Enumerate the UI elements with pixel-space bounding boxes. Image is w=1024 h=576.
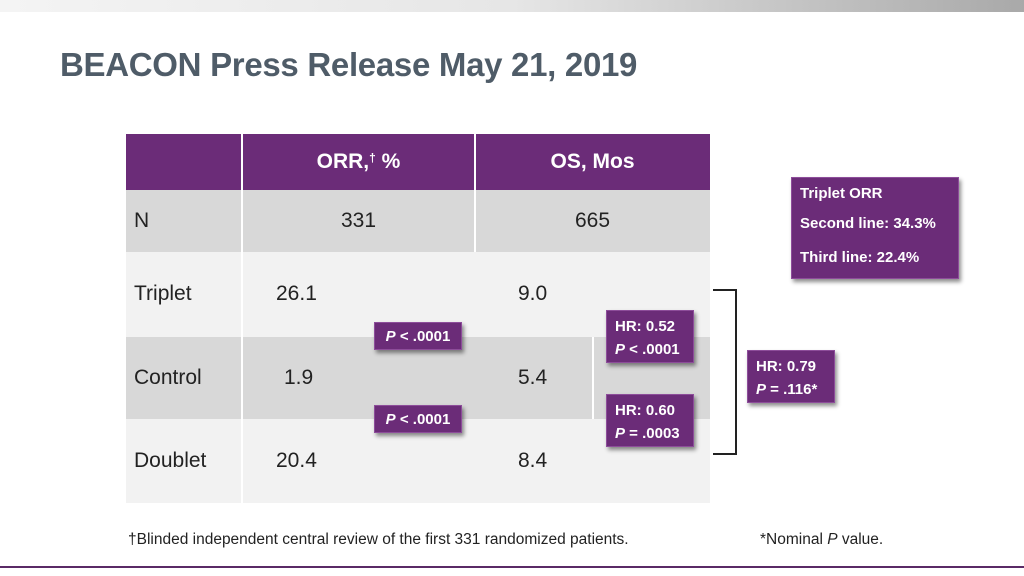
column-divider xyxy=(241,134,243,503)
results-table: ORR, † % OS, Mos N 331 665 Triplet 26.1 … xyxy=(126,134,710,503)
header-blank-cell xyxy=(126,134,242,190)
hr-badge: HR: 0.52 P < .0001 xyxy=(606,310,694,363)
hr-value: HR: 0.60 xyxy=(615,402,676,419)
header-orr: ORR, † % xyxy=(242,134,475,190)
p-italic: P xyxy=(756,381,767,398)
control-orr-value: 1.9 xyxy=(284,366,314,389)
row-label-control: Control xyxy=(134,366,202,389)
table-row xyxy=(126,190,710,252)
page-title: BEACON Press Release May 21, 2019 xyxy=(60,46,638,83)
row-label-doublet: Doublet xyxy=(134,449,207,472)
hr-value: HR: 0.79 xyxy=(756,358,817,375)
footnote-bicr: †Blinded independent central review of t… xyxy=(128,531,629,548)
header-orr-dagger: † xyxy=(369,151,376,165)
p-italic: P xyxy=(385,410,396,428)
doublet-os-value: 8.4 xyxy=(518,449,548,472)
column-divider xyxy=(474,134,476,252)
header-orr-unit: % xyxy=(375,150,401,173)
triplet-orr-value: 26.1 xyxy=(276,282,317,305)
footnote-nominal: *Nominal P value. xyxy=(760,531,883,549)
triplet-orr-title: Triplet ORR xyxy=(800,185,883,202)
hr-badge: HR: 0.79 P = .116* xyxy=(747,350,835,403)
top-gradient-band xyxy=(0,0,1024,12)
footnote-nominal-text: *Nominal xyxy=(760,531,828,548)
p-italic: P xyxy=(385,327,396,345)
n-os-value: 665 xyxy=(574,209,611,232)
p-value-text: < .0001 xyxy=(395,327,451,345)
p-italic: P xyxy=(615,425,626,442)
row-label-n: N xyxy=(134,209,150,232)
p-italic: P xyxy=(827,531,838,548)
bottom-divider xyxy=(0,566,1024,568)
p-value-badge: P < .0001 xyxy=(374,405,462,433)
hr-value: HR: 0.52 xyxy=(615,318,676,335)
p-value-text: < .0001 xyxy=(395,410,451,428)
triplet-orr-second-line: Second line: 34.3% xyxy=(800,215,936,232)
triplet-orr-box: Triplet ORR Second line: 34.3% Third lin… xyxy=(791,177,959,279)
header-os: OS, Mos xyxy=(475,134,710,190)
p-value-text: = .116* xyxy=(766,381,818,398)
control-os-value: 5.4 xyxy=(518,366,548,389)
p-value-badge: P < .0001 xyxy=(374,322,462,350)
n-orr-value: 331 xyxy=(340,209,377,232)
footnote-nominal-suffix: value. xyxy=(837,531,884,548)
hr-badge: HR: 0.60 P = .0003 xyxy=(606,394,694,447)
p-value-text: = .0003 xyxy=(625,425,680,442)
doublet-orr-value: 20.4 xyxy=(276,449,317,472)
triplet-os-value: 9.0 xyxy=(518,282,548,305)
triplet-orr-third-line: Third line: 22.4% xyxy=(800,249,920,266)
header-orr-text: ORR, xyxy=(316,150,370,173)
p-italic: P xyxy=(615,341,626,358)
column-divider xyxy=(592,337,594,419)
p-value-text: < .0001 xyxy=(625,341,680,358)
row-label-triplet: Triplet xyxy=(134,282,192,305)
comparison-bracket xyxy=(713,289,737,455)
